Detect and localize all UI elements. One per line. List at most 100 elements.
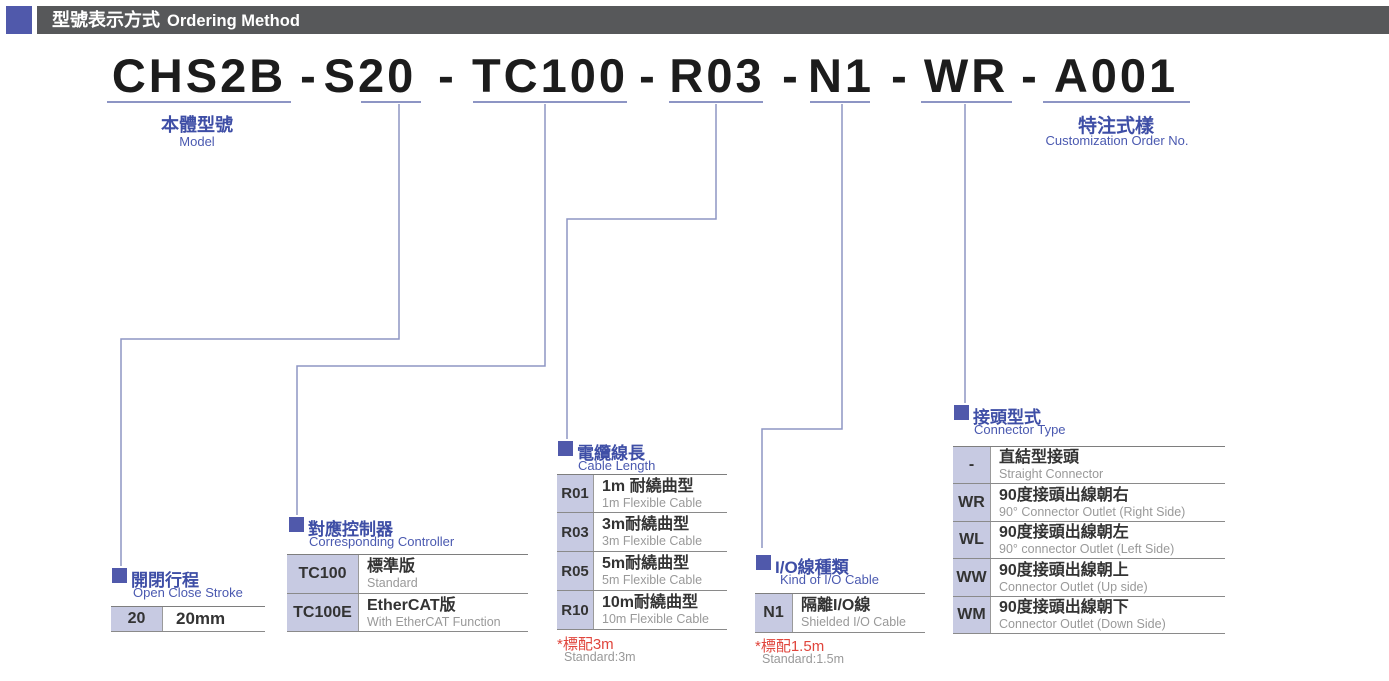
section-title-en: Cable Length [578,458,656,473]
section-title-zh: 接頭型式 [973,408,1041,427]
row-desc: 3m耐繞曲型 3m Flexible Cable [594,513,727,551]
row-desc-zh: 3m耐繞曲型 [602,516,690,533]
section-bullet-icon [112,568,127,583]
row-desc-zh: 90度接頭出線朝右 [999,486,1129,504]
row-desc: 隔離I/O線 Shielded I/O Cable [793,594,925,632]
row-desc: 20mm [163,607,265,631]
underline-io [810,101,870,103]
table-open-close-stroke: 20 20mm [111,606,265,632]
row-desc-zh: 隔離I/O線 [801,597,871,614]
table-cable-length: R01 1m 耐繞曲型 1m Flexible Cable R03 3m耐繞曲型… [557,474,727,630]
table-row: WM 90度接頭出線朝下 Connector Outlet (Down Side… [953,597,1225,634]
row-desc-en: Connector Outlet (Up side) [999,579,1148,594]
row-code: WM [953,597,991,633]
section-title-en: Corresponding Controller [309,534,455,549]
model-separator: - [1021,49,1037,102]
table-row: TC100E EtherCAT版 With EtherCAT Function [287,594,528,632]
table-controller: TC100 標準版 Standard TC100E EtherCAT版 With… [287,554,528,632]
model-separator: - [300,49,316,102]
table-connector-type: - 直結型接頭 Straight Connector WR 90度接頭出線朝右 … [953,446,1225,634]
section-title-zh: 開閉行程 [131,571,199,590]
row-desc: 5m耐繞曲型 5m Flexible Cable [594,552,727,590]
row-code: R03 [557,513,594,551]
row-desc: 1m 耐繞曲型 1m Flexible Cable [594,475,727,512]
row-code: TC100E [287,594,359,631]
row-desc: EtherCAT版 With EtherCAT Function [359,594,528,631]
custom-label-zh: 特注式樣 [1077,116,1155,137]
row-code: R10 [557,591,594,629]
underline-cable [669,101,763,103]
row-code: 20 [111,607,163,631]
model-segment-connector: WR [923,49,1009,102]
row-desc-en: Standard [367,576,418,590]
row-desc-en: 90° Connector Outlet (Right Side) [999,504,1186,519]
table-row: 20 20mm [111,607,265,632]
header-accent-square-icon [6,6,32,34]
line-controller [296,104,546,515]
row-desc-en: 5m Flexible Cable [602,573,703,587]
row-desc-en: 90° connector Outlet (Left Side) [999,542,1175,556]
table-row: R03 3m耐繞曲型 3m Flexible Cable [557,513,727,552]
row-code: R05 [557,552,594,590]
section-title-en: Ordering Method [167,12,300,30]
model-segment-stroke: S20 [323,49,417,102]
row-desc-zh: 10m耐繞曲型 [602,594,699,611]
model-label-en: Model [179,134,215,149]
row-code: TC100 [287,555,359,593]
table-row: R01 1m 耐繞曲型 1m Flexible Cable [557,475,727,513]
row-desc-zh: 直結型接頭 [999,449,1080,466]
custom-label-en: Customization Order No. [1045,133,1189,148]
row-desc-zh: 90度接頭出線朝下 [999,599,1129,616]
row-desc-zh: 標準版 [367,558,416,575]
row-desc: 90度接頭出線朝下 Connector Outlet (Down Side) [991,597,1225,633]
row-desc-zh: 90度接頭出線朝上 [999,561,1129,579]
table-row: TC100 標準版 Standard [287,555,528,594]
table-row: N1 隔離I/O線 Shielded I/O Cable [755,594,925,633]
model-segment-controller: TC100 [471,49,629,102]
section-bullet-icon [756,555,771,570]
row-code: R01 [557,475,594,512]
cable-standard-note-zh: *標配3m [557,636,614,653]
model-separator: - [782,49,798,102]
table-row: - 直結型接頭 Straight Connector [953,447,1225,484]
table-row: WL 90度接頭出線朝左 90° connector Outlet (Left … [953,522,1225,559]
io-standard-note-en: Standard:1.5m [762,652,844,666]
section-title-zh: 電纜線長 [577,444,645,463]
row-desc-zh: 1m 耐繞曲型 [602,477,694,495]
section-title-zh: 對應控制器 [308,520,393,539]
section-title-en: Kind of I/O Cable [780,572,879,587]
row-desc-en: With EtherCAT Function [367,614,501,629]
row-desc: 直結型接頭 Straight Connector [991,447,1225,483]
row-desc: 10m耐繞曲型 10m Flexible Cable [594,591,727,629]
model-separator: - [891,49,907,102]
row-desc-zh: 5m耐繞曲型 [602,555,690,572]
row-code: WR [953,484,991,521]
row-desc-zh: 20mm [176,609,226,628]
table-row: WR 90度接頭出線朝右 90° Connector Outlet (Right… [953,484,1225,522]
row-desc: 標準版 Standard [359,555,528,593]
row-desc-en: Connector Outlet (Down Side) [999,617,1166,631]
section-title: 型號表示方式 Ordering Method [52,6,300,34]
row-desc-en: Straight Connector [999,467,1104,481]
model-segment-custom: A001 [1053,49,1179,102]
underline-custom [1043,101,1190,103]
row-desc-en: 10m Flexible Cable [602,612,709,626]
table-row: R05 5m耐繞曲型 5m Flexible Cable [557,552,727,591]
row-desc-en: Shielded I/O Cable [801,615,906,629]
model-segment-io: N1 [807,49,875,102]
table-row: R10 10m耐繞曲型 10m Flexible Cable [557,591,727,630]
model-segment-body: CHS2B [111,49,287,102]
model-segment-cable: R03 [669,49,765,102]
row-desc-zh: 90度接頭出線朝左 [999,524,1129,541]
line-cable [566,104,717,439]
line-io [761,104,843,548]
row-code: - [953,447,991,483]
section-bullet-icon [954,405,969,420]
row-desc-zh: EtherCAT版 [367,596,456,614]
row-desc: 90度接頭出線朝右 90° Connector Outlet (Right Si… [991,484,1225,521]
section-title-zh: 型號表示方式 [52,10,160,30]
section-bullet-icon [289,517,304,532]
underline-body [107,101,291,103]
underline-connector [921,101,1012,103]
